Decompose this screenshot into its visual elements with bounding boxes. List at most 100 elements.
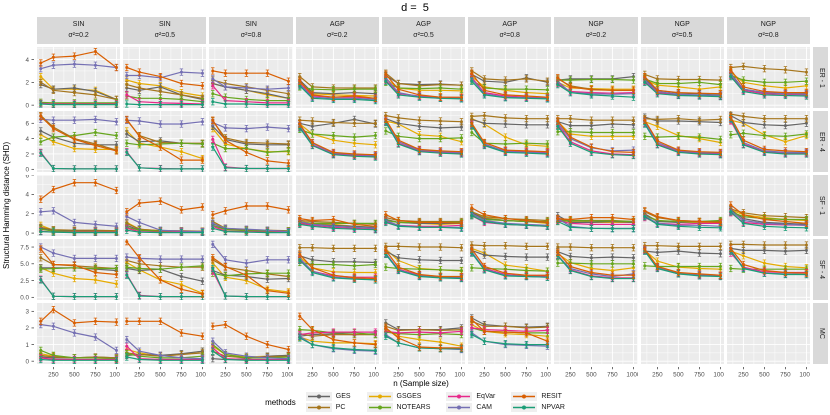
legend-key-swatch <box>366 403 393 412</box>
svg-text:0: 0 <box>25 167 29 172</box>
facet-family-label: SIN <box>245 20 257 28</box>
facet-panel <box>123 239 207 300</box>
facet-family-label: NGP <box>674 20 690 28</box>
facet-sigma-label: σ²=0.8 <box>499 31 520 39</box>
x-axis-title: n (Sample size) <box>393 379 449 388</box>
legend-title: methods <box>265 397 296 407</box>
facet-row-strip: ER - 1 <box>812 47 828 108</box>
svg-text:0: 0 <box>25 358 29 364</box>
facet-panel <box>295 303 379 364</box>
legend-label: GSGES <box>396 393 422 400</box>
facet-family-label: SIN <box>72 20 85 28</box>
facet-col-strip: NGP σ²=0.2 <box>554 17 638 44</box>
facet-panel <box>381 175 466 236</box>
facet-panel <box>468 175 552 236</box>
legend-label: NOTEARS <box>396 404 431 411</box>
svg-text:0: 0 <box>25 230 29 236</box>
legend-item-CAM: CAM <box>446 403 495 412</box>
facet-row-label: MC <box>817 328 825 339</box>
panel-chart <box>123 111 207 172</box>
facet-panel <box>209 47 293 108</box>
facet-panel <box>640 111 724 172</box>
panel-chart <box>554 175 638 236</box>
y-axis: 0 1 2 3 <box>12 303 34 364</box>
facet-panel <box>37 47 121 108</box>
facet-col-strip: AGP σ²=0.5 <box>381 17 466 44</box>
legend: methods GES PC GSGES NOTEARS EqVar CAM RESIT NP… <box>0 392 830 412</box>
panel-chart <box>123 239 207 300</box>
panel-chart <box>468 175 552 236</box>
panel-chart <box>726 111 810 172</box>
y-axis: 0 2 4 6 <box>12 111 34 172</box>
facet-panel <box>468 111 552 172</box>
facet-panel <box>726 239 810 300</box>
panel-chart <box>37 175 121 236</box>
legend-key-swatch <box>511 392 538 401</box>
facet-row-label: ER - 1 <box>817 67 825 88</box>
facet-row-label: SF - 4 <box>817 259 825 280</box>
facet-family-label: AGP <box>329 20 345 28</box>
panel-chart <box>209 47 293 108</box>
panel-chart <box>37 111 121 172</box>
panel-chart <box>123 47 207 108</box>
facet-panel <box>209 175 293 236</box>
facet-panel <box>468 47 552 108</box>
facet-sigma-label: σ²=0.8 <box>240 31 262 39</box>
facet-sigma-label: σ²=0.5 <box>413 31 434 39</box>
svg-text:1: 1 <box>25 342 29 349</box>
panel-chart <box>640 111 724 172</box>
panel-chart <box>295 303 379 364</box>
legend-key-swatch <box>446 392 473 401</box>
facet-col-strip: AGP σ²=0.2 <box>295 17 379 44</box>
legend-column: GSGES NOTEARS <box>366 392 431 412</box>
facet-panel <box>726 175 810 236</box>
facet-panel <box>726 303 810 364</box>
facet-panel <box>123 47 207 108</box>
panel-chart <box>37 47 121 108</box>
facet-row-label: SF - 1 <box>817 195 825 216</box>
panel-chart <box>554 111 638 172</box>
plot-title: d = 5 <box>401 2 429 14</box>
svg-text:2: 2 <box>25 325 29 332</box>
facet-sigma-label: σ²=0.2 <box>585 31 607 39</box>
facet-panel <box>295 239 379 300</box>
facet-panel <box>381 111 466 172</box>
panel-chart <box>468 303 552 364</box>
panel-chart <box>209 111 293 172</box>
legend-label: PC <box>335 404 346 411</box>
panel-chart <box>295 47 379 108</box>
facet-panel <box>381 239 466 300</box>
legend-item-NPVAR: NPVAR <box>511 403 565 412</box>
panel-chart <box>726 47 810 108</box>
facet-panel <box>295 111 379 172</box>
panel-chart <box>209 303 293 364</box>
panel-chart <box>295 175 379 236</box>
y-axis: 0.0 2.5 5.0 7.5 <box>12 239 34 300</box>
facet-panel <box>123 303 207 364</box>
legend-item-EqVar: EqVar <box>446 392 495 401</box>
panel-chart <box>123 303 207 364</box>
legend-items: GES PC GSGES NOTEARS EqVar CAM RESIT NPVAR <box>305 392 565 412</box>
facet-family-label: AGP <box>416 20 431 28</box>
svg-text:3: 3 <box>25 309 29 316</box>
x-axis: 2505007501000 <box>382 367 465 379</box>
panel-chart <box>209 175 293 236</box>
panel-chart <box>123 175 207 236</box>
facet-panel <box>640 47 724 108</box>
x-axis: 2505007501000 <box>468 367 551 379</box>
x-axis: 2505007501000 <box>554 367 638 379</box>
svg-text:2: 2 <box>25 211 29 218</box>
panel-chart <box>468 111 552 172</box>
svg-text:2.5: 2.5 <box>20 278 29 285</box>
legend-label: NPVAR <box>541 404 565 411</box>
facet-sigma-label: σ²=0.8 <box>758 31 779 39</box>
panel-chart <box>726 303 810 364</box>
x-axis: 2505007501000 <box>296 367 379 379</box>
facet-panel <box>554 175 638 236</box>
svg-text:4: 4 <box>25 136 29 143</box>
facet-panel <box>209 239 293 300</box>
facet-sigma-label: σ²=0.5 <box>671 31 693 39</box>
facet-panel <box>37 175 121 236</box>
x-axis: 2505007501000 <box>209 367 293 379</box>
